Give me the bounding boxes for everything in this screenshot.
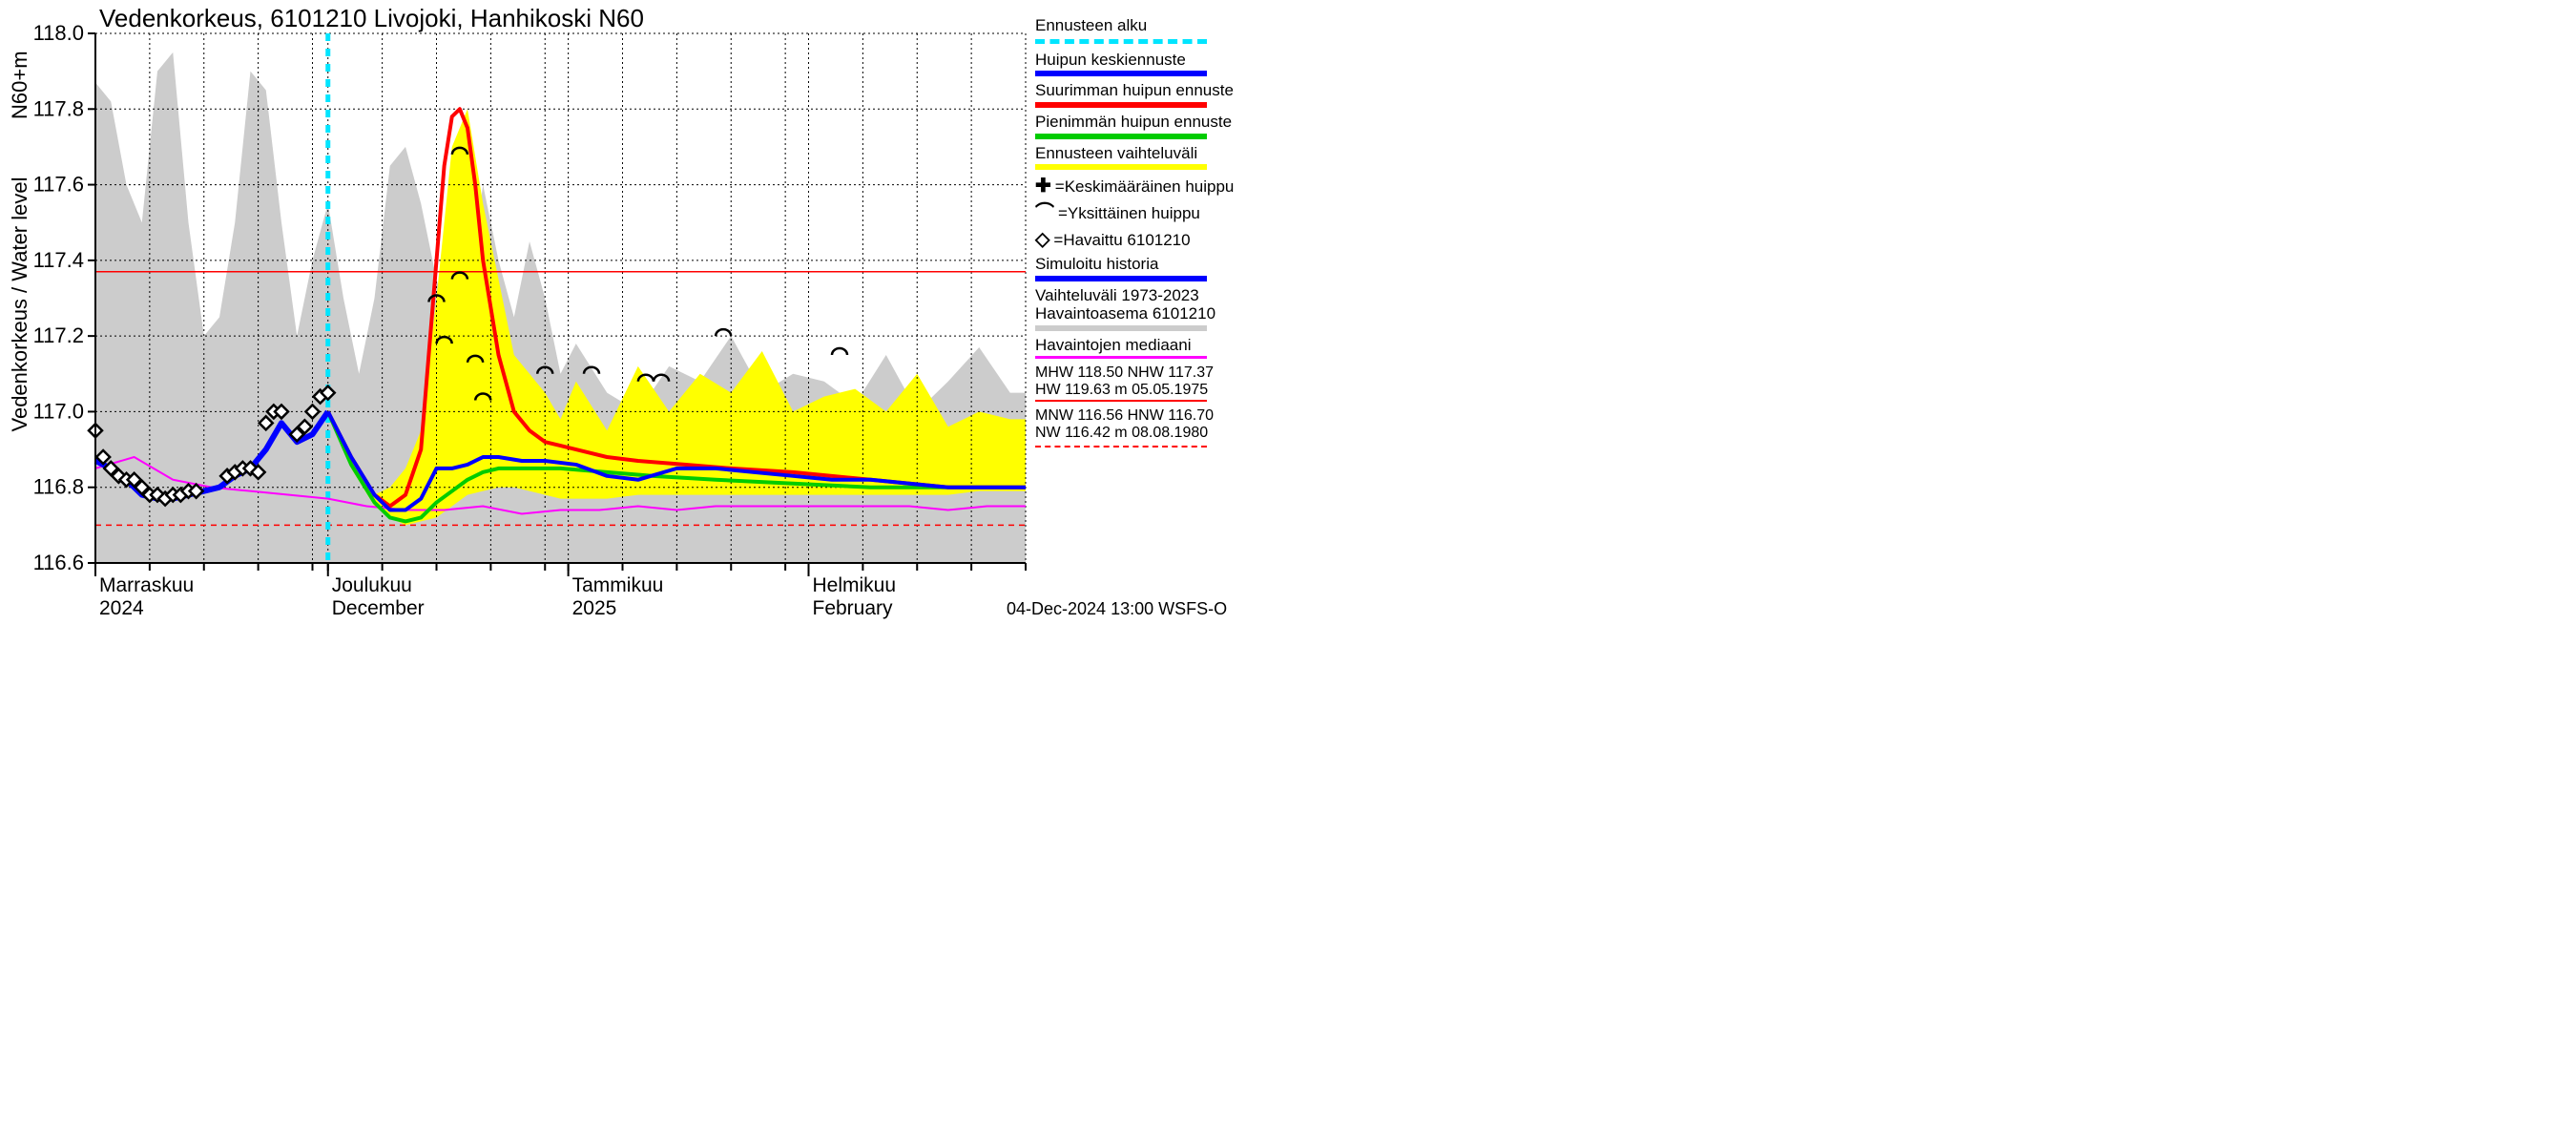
y-axis-unit: N60+m — [8, 51, 31, 119]
footer-timestamp: 04-Dec-2024 13:00 WSFS-O — [1007, 599, 1227, 619]
legend-observed-marker: ◇=Havaittu 6101210 — [1035, 229, 1417, 250]
legend-peak-max: Suurimman huipun ennuste — [1035, 82, 1417, 108]
legend-forecast-start: Ennusteen alku — [1035, 17, 1417, 44]
legend-simulated-history: Simuloitu historia — [1035, 256, 1417, 281]
legend-forecast-range: Ennusteen vaihteluväli — [1035, 145, 1417, 171]
legend-obs-median: Havaintojen mediaani — [1035, 337, 1417, 360]
plus-icon: ✚ — [1035, 176, 1051, 197]
y-tick-label: 117.0 — [33, 399, 84, 423]
arc-icon: ⌒ — [1035, 202, 1054, 223]
y-tick-label: 116.6 — [33, 551, 84, 574]
legend-mnw-stats: MNW 116.56 HNW 116.70 NW 116.42 m 08.08.… — [1035, 407, 1417, 447]
y-tick-label: 118.0 — [33, 21, 84, 45]
y-tick-label: 117.6 — [33, 173, 84, 197]
x-month-sublabel: February — [813, 597, 894, 619]
x-month-label: Helmikuu — [813, 574, 897, 596]
x-month-label: Marraskuu — [99, 574, 194, 596]
y-tick-label: 117.4 — [33, 248, 84, 272]
diamond-icon: ◇ — [1035, 229, 1049, 250]
legend-peak-mean: Huipun keskiennuste — [1035, 52, 1417, 77]
legend-mean-peak-marker: ✚=Keskimääräinen huippu — [1035, 176, 1417, 197]
x-month-sublabel: December — [332, 597, 425, 619]
legend-historical-range: Vaihteluväli 1973-2023 Havaintoasema 610… — [1035, 287, 1417, 330]
peak-arc-marker — [832, 348, 847, 355]
legend-peak-min: Pienimmän huipun ennuste — [1035, 114, 1417, 139]
y-axis-label: Vedenkorkeus / Water level — [8, 177, 31, 432]
peak-arc-marker — [716, 329, 731, 336]
legend: Ennusteen alku Huipun keskiennuste Suuri… — [1035, 17, 1417, 455]
x-month-sublabel: 2025 — [572, 597, 617, 619]
chart-container: 116.6 116.8 117.0 117.2 117.4 117.6 117.8 118.0… — [0, 0, 1431, 636]
legend-single-peak-marker: ⌒=Yksittäinen huippu — [1035, 202, 1417, 223]
x-month-label: Tammikuu — [572, 574, 664, 596]
y-tick-label: 117.2 — [33, 323, 84, 347]
y-tick-label: 117.8 — [33, 96, 84, 120]
chart-title: Vedenkorkeus, 6101210 Livojoki, Hanhikos… — [99, 4, 644, 32]
legend-mhw-stats: MHW 118.50 NHW 117.37 HW 119.63 m 05.05.… — [1035, 364, 1417, 402]
x-month-sublabel: 2024 — [99, 597, 144, 619]
y-tick-label: 116.8 — [33, 475, 84, 499]
x-month-label: Joulukuu — [332, 574, 412, 596]
